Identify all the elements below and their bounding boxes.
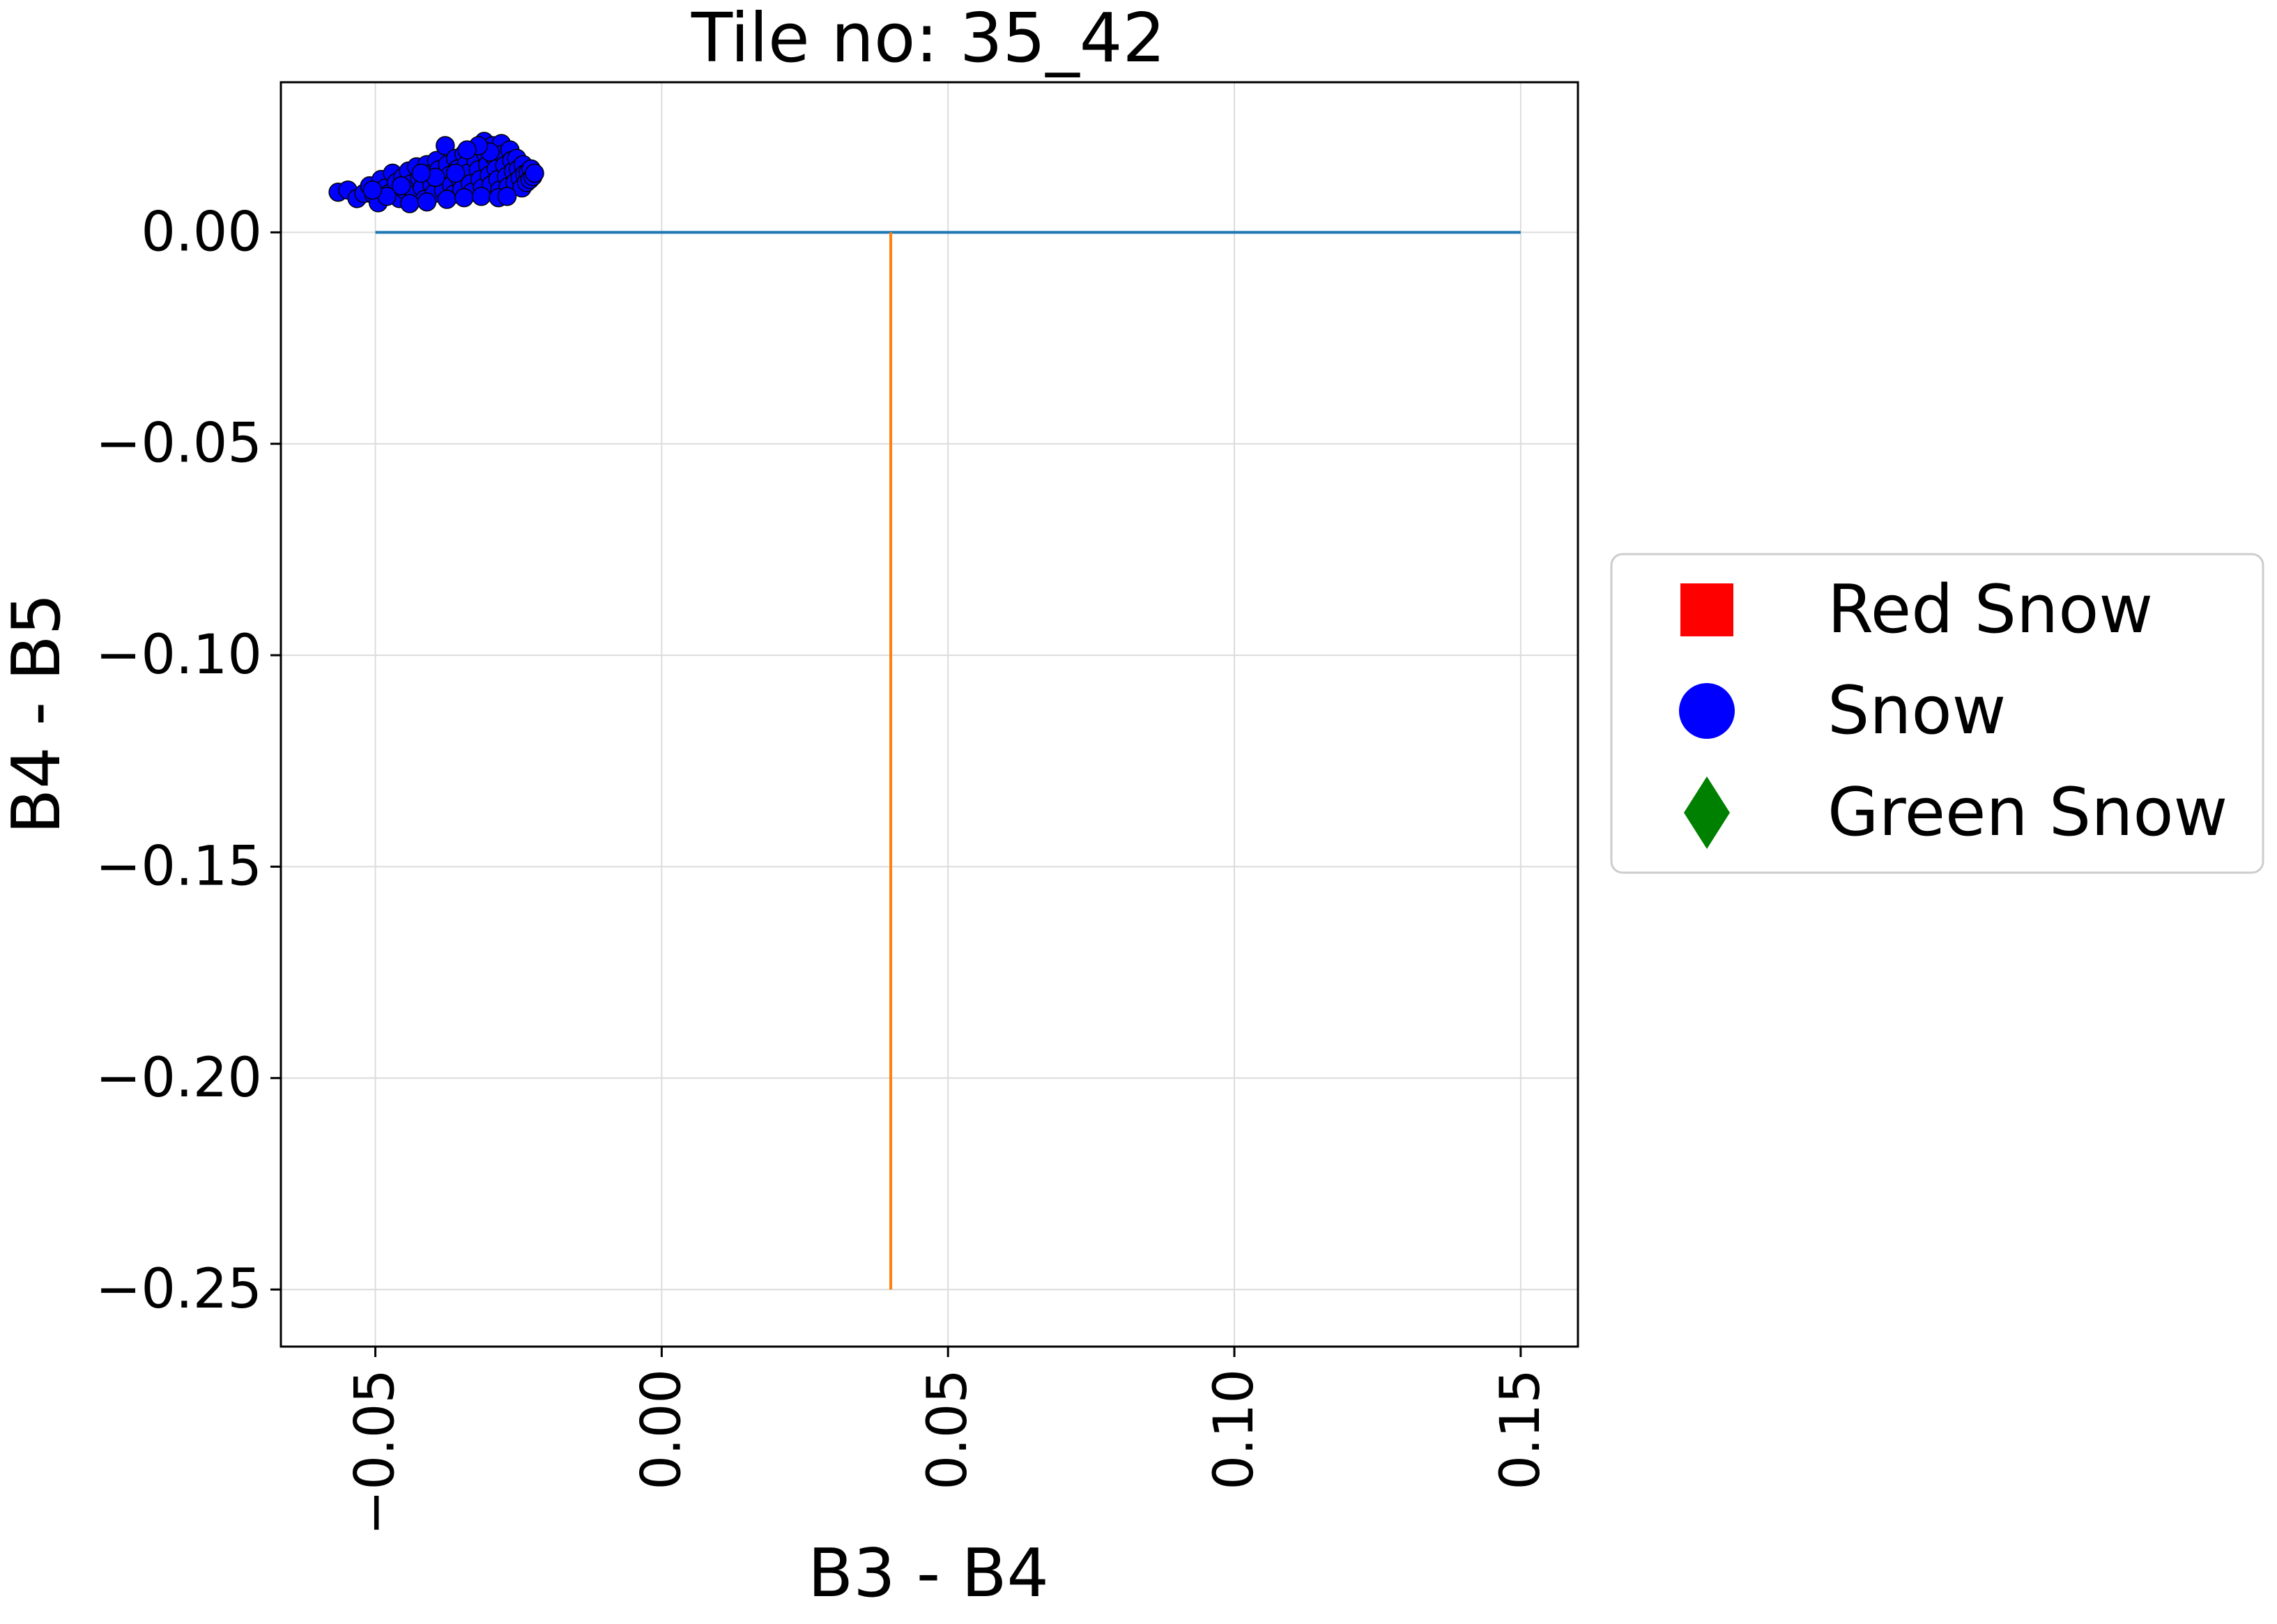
legend-box	[1610, 553, 2264, 874]
legend-label: Red Snow	[1827, 572, 2153, 648]
y-tick-label: −0.05	[95, 413, 262, 475]
snow-point	[445, 163, 466, 183]
chart-title: Tile no: 35_42	[691, 0, 1165, 77]
snow-point	[457, 140, 477, 160]
snow-point	[391, 176, 411, 196]
legend-label: Snow	[1827, 673, 2006, 749]
y-tick-label: −0.20	[95, 1047, 262, 1110]
snow-point	[437, 190, 457, 209]
snow-point	[454, 187, 474, 208]
snow-point	[497, 187, 517, 206]
x-axis-label: B3 - B4	[808, 1535, 1049, 1612]
x-axis-ticks: −0.05 0.00 0.05 0.10 0.15	[344, 1347, 1552, 1535]
y-axis-label: B4 - B5	[0, 593, 75, 834]
y-tick-label: −0.10	[95, 624, 262, 687]
grid-lines	[281, 82, 1578, 1347]
snow-point	[436, 136, 455, 155]
plot-area-frame	[279, 81, 1579, 1348]
legend: Red Snow Snow Green Snow	[1610, 553, 2264, 874]
y-axis-ticks: 0.00 −0.05 −0.10 −0.15 −0.20 −0.25	[95, 201, 281, 1321]
x-tick-label: 0.05	[917, 1369, 979, 1490]
legend-green-snow-marker	[1684, 776, 1730, 849]
x-tick-label: 0.00	[630, 1369, 693, 1490]
scatter-points	[328, 132, 544, 213]
y-tick-label: 0.00	[141, 201, 262, 263]
y-tick-label: −0.15	[95, 835, 262, 898]
x-tick-label: 0.15	[1489, 1369, 1552, 1490]
legend-entries: Red Snow Snow Green Snow	[1679, 572, 2228, 851]
x-tick-label: −0.05	[344, 1369, 407, 1535]
snow-point	[471, 187, 491, 206]
legend-label: Green Snow	[1827, 774, 2228, 851]
legend-snow-marker	[1679, 683, 1735, 739]
y-tick-label: −0.25	[95, 1258, 262, 1321]
snow-point	[411, 163, 431, 183]
snow-point	[400, 194, 420, 213]
series-lines	[375, 231, 1521, 1290]
legend-red-snow-marker	[1680, 583, 1733, 636]
snow-point	[362, 180, 383, 200]
x-tick-label: 0.10	[1203, 1369, 1266, 1490]
snow-point	[525, 163, 544, 183]
snow-point	[417, 192, 437, 212]
